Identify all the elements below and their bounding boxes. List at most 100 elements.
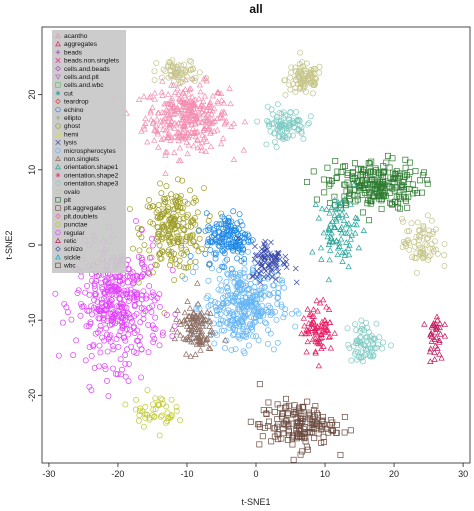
data-point <box>156 432 163 439</box>
data-point <box>426 231 433 238</box>
data-point <box>275 285 282 292</box>
data-point <box>432 328 439 335</box>
data-point <box>434 345 441 351</box>
data-point <box>400 218 406 225</box>
data-point <box>363 338 370 345</box>
data-point <box>378 183 385 190</box>
data-point <box>187 353 194 359</box>
data-point <box>163 403 170 410</box>
data-point <box>125 297 132 304</box>
data-point <box>343 221 350 228</box>
data-point <box>301 66 308 73</box>
data-point <box>341 195 348 202</box>
data-point <box>192 264 199 271</box>
data-point <box>124 291 130 298</box>
data-point <box>252 243 258 250</box>
legend-label: ellipto <box>64 115 82 122</box>
data-point <box>84 307 91 314</box>
data-point <box>257 268 264 274</box>
data-point <box>111 312 118 319</box>
x-tick-label: 0 <box>253 469 258 479</box>
data-point <box>282 421 289 428</box>
data-point <box>301 72 308 79</box>
data-point <box>173 261 180 268</box>
data-point <box>421 169 427 176</box>
data-point <box>190 199 197 206</box>
legend-marker <box>55 205 61 211</box>
data-point <box>99 286 106 293</box>
data-point <box>159 329 166 336</box>
data-point <box>173 222 180 229</box>
data-point <box>176 216 183 223</box>
data-point <box>275 249 282 256</box>
data-point <box>156 230 162 237</box>
data-point <box>271 138 278 145</box>
data-point <box>177 417 184 424</box>
data-point <box>339 249 346 256</box>
data-point <box>238 297 245 304</box>
data-point <box>218 97 225 103</box>
data-point <box>159 92 166 98</box>
data-point <box>206 260 213 267</box>
data-point <box>328 426 335 433</box>
data-point <box>180 132 187 139</box>
data-point <box>260 248 267 255</box>
data-point <box>234 235 241 242</box>
data-point <box>232 243 239 250</box>
data-point <box>256 381 263 388</box>
data-point <box>112 281 119 288</box>
data-point <box>213 220 220 227</box>
data-point <box>310 306 317 312</box>
data-point <box>197 332 204 339</box>
data-point <box>208 110 215 117</box>
y-tick-label: 20 <box>27 90 37 100</box>
data-point <box>298 80 304 87</box>
data-point <box>304 121 311 128</box>
data-point <box>320 417 326 424</box>
data-point <box>267 330 274 337</box>
data-point <box>149 104 156 111</box>
data-point <box>181 264 187 271</box>
data-point <box>156 291 163 298</box>
data-point <box>309 336 317 343</box>
data-point <box>179 78 186 85</box>
data-point <box>261 283 268 290</box>
data-point <box>160 224 167 230</box>
legend-entry: hemi <box>55 131 79 138</box>
data-point <box>149 220 156 227</box>
data-point <box>174 104 181 110</box>
data-point <box>348 357 355 364</box>
data-point <box>297 451 304 458</box>
data-point <box>312 66 319 72</box>
data-point <box>333 421 340 428</box>
data-point <box>233 229 240 236</box>
data-point <box>237 279 244 286</box>
data-point <box>230 332 237 338</box>
data-point <box>221 215 228 222</box>
data-point <box>174 85 181 92</box>
legend-marker <box>55 82 61 88</box>
data-point <box>203 106 210 113</box>
data-point <box>128 343 135 350</box>
data-point <box>346 344 353 351</box>
data-point <box>269 274 275 280</box>
data-point <box>296 61 303 67</box>
data-point <box>288 69 294 76</box>
data-point <box>261 274 267 280</box>
data-point <box>163 419 170 426</box>
data-point <box>131 301 138 308</box>
data-point <box>141 125 148 132</box>
legend-label: teardrop <box>64 99 89 106</box>
data-point <box>147 107 154 114</box>
data-point <box>377 185 384 191</box>
data-point <box>135 417 142 424</box>
data-point <box>309 78 316 85</box>
data-point <box>75 287 82 294</box>
data-point <box>158 74 165 81</box>
data-point <box>145 349 152 356</box>
data-point <box>293 409 300 416</box>
data-point <box>345 245 352 251</box>
data-point <box>405 193 412 200</box>
data-point <box>134 273 140 280</box>
data-point <box>166 121 174 128</box>
